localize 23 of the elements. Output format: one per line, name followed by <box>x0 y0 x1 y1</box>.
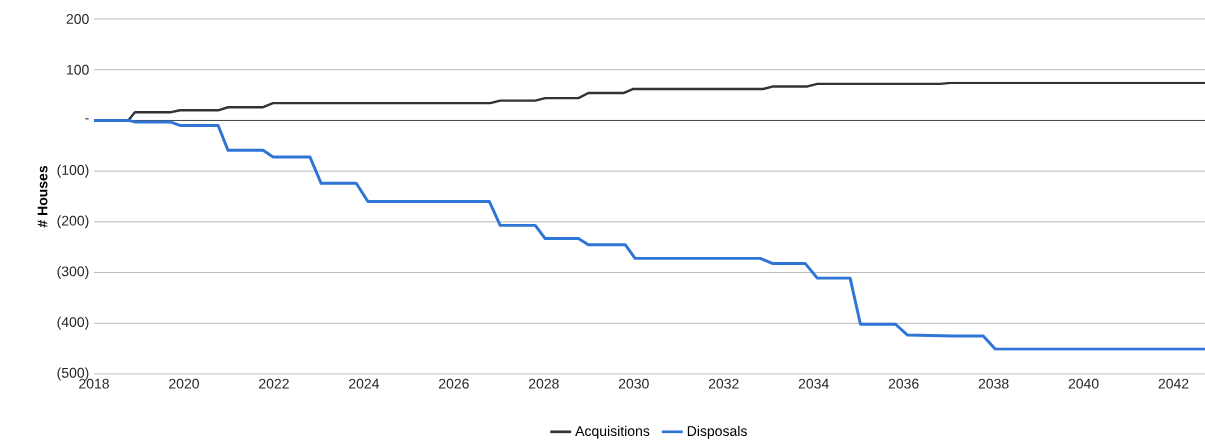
y-tick-label: (100) <box>57 164 89 178</box>
x-tick-label: 2042 <box>1158 378 1189 389</box>
x-tick-label: 2028 <box>528 378 559 389</box>
x-tick-label: 2038 <box>978 378 1009 389</box>
y-tick-label: (400) <box>57 316 89 330</box>
x-tick-label: 2034 <box>798 378 829 389</box>
x-tick-label: 2030 <box>618 378 649 389</box>
y-tick-label: 100 <box>67 64 89 75</box>
x-tick-label: 2040 <box>1068 378 1099 389</box>
x-tick-label: 2036 <box>888 378 919 389</box>
y-tick-label: (300) <box>57 266 89 280</box>
line-series <box>94 118 1205 351</box>
x-tick-label: 2032 <box>708 378 739 389</box>
legend-label: Acquisitions <box>575 425 650 439</box>
y-tick-label: (200) <box>57 215 89 229</box>
y-axis-title: # Houses <box>37 165 48 228</box>
x-tick-label: 2026 <box>438 378 469 389</box>
legend-label: Disposals <box>687 425 747 439</box>
y-tick-label: - <box>85 118 89 120</box>
x-tick-label: 2024 <box>349 378 380 389</box>
y-tick-label: 200 <box>66 14 89 24</box>
x-tick-label: 2022 <box>259 378 289 389</box>
x-tick-label: 2020 <box>169 378 199 389</box>
